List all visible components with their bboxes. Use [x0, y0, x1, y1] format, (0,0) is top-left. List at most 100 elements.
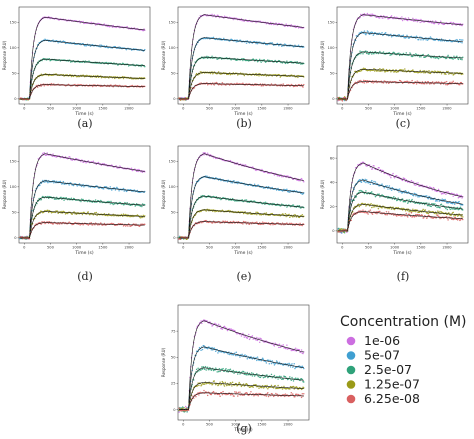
x-tick-label: 500 — [47, 246, 55, 250]
data-point — [364, 178, 366, 181]
data-point — [240, 18, 243, 20]
data-point — [301, 224, 304, 227]
data-point — [53, 181, 55, 184]
data-point — [411, 79, 413, 82]
y-tick-label: 60 — [330, 156, 335, 160]
data-point — [446, 208, 449, 211]
data-point — [105, 45, 108, 47]
data-point — [245, 199, 248, 201]
y-axis-label: Response (RU) — [161, 179, 166, 209]
data-point — [452, 208, 454, 210]
data-point — [235, 41, 238, 43]
data-point — [459, 58, 462, 61]
data-point — [459, 206, 462, 208]
data-point — [52, 39, 54, 41]
data-point — [52, 180, 54, 182]
data-point — [445, 57, 448, 59]
data-point — [416, 80, 419, 82]
data-point — [76, 185, 79, 187]
data-point — [110, 200, 112, 203]
data-point — [381, 32, 383, 34]
data-point — [282, 83, 284, 85]
y-tick-label: 0 — [14, 97, 17, 101]
data-point — [434, 22, 436, 24]
data-point — [258, 58, 261, 61]
data-point — [212, 36, 215, 39]
y-tick-label: 0 — [332, 97, 335, 101]
data-point — [378, 70, 380, 72]
data-point — [264, 203, 266, 205]
data-point — [273, 174, 276, 176]
data-point — [97, 74, 99, 77]
data-point — [126, 202, 128, 204]
panel-caption: (e) — [236, 270, 251, 283]
y-tick-label: 0 — [173, 97, 176, 101]
data-point — [374, 181, 377, 183]
data-point — [271, 42, 273, 44]
data-point — [406, 80, 409, 83]
x-tick-label: 1000 — [390, 246, 400, 250]
data-point — [69, 156, 71, 158]
y-tick-label: 150 — [169, 160, 177, 164]
y-tick-label: 50 — [12, 72, 17, 76]
data-point — [118, 46, 120, 48]
data-point — [440, 40, 442, 42]
x-tick-label: 0 — [182, 246, 185, 250]
data-point — [43, 181, 46, 183]
x-tick-label: 2000 — [283, 246, 293, 250]
data-point — [437, 188, 440, 191]
fit-line — [179, 37, 304, 100]
data-point — [445, 73, 447, 75]
data-point — [365, 52, 368, 55]
data-point — [401, 19, 404, 22]
data-point — [402, 69, 405, 71]
x-axis-label: Time (s) — [392, 250, 412, 256]
data-point — [278, 44, 280, 47]
data-point — [432, 56, 435, 59]
data-point — [270, 21, 272, 24]
data-point — [373, 165, 375, 167]
data-point — [102, 188, 105, 190]
data-point — [60, 196, 62, 199]
data-point — [401, 68, 403, 71]
data-point — [452, 80, 454, 82]
x-tick-label: 0 — [341, 246, 344, 250]
data-point — [452, 21, 454, 24]
data-point — [415, 184, 417, 186]
data-point — [265, 212, 268, 214]
data-point — [458, 196, 460, 199]
data-point — [417, 196, 419, 198]
data-point — [289, 191, 291, 193]
data-point — [373, 70, 376, 72]
data-point — [382, 51, 385, 53]
data-point — [90, 21, 92, 24]
data-point — [430, 56, 432, 59]
data-point — [55, 198, 57, 201]
data-point — [301, 214, 304, 216]
data-point — [359, 50, 361, 52]
data-point — [271, 221, 273, 224]
data-point — [122, 77, 125, 80]
data-point — [398, 188, 401, 190]
series-1e-06 — [178, 13, 305, 101]
y-tick-label: 0 — [173, 236, 176, 240]
data-point — [365, 33, 367, 36]
data-point — [139, 216, 142, 219]
data-point — [371, 179, 373, 182]
data-point — [365, 81, 368, 84]
data-point — [143, 28, 145, 30]
data-point — [211, 55, 213, 57]
data-point — [372, 82, 375, 84]
data-point — [461, 58, 463, 61]
fit-line — [179, 56, 304, 100]
data-point — [365, 181, 367, 184]
data-point — [95, 211, 98, 214]
data-point — [340, 228, 343, 230]
data-point — [195, 72, 198, 75]
data-point — [248, 223, 251, 225]
data-point — [456, 55, 458, 58]
data-point — [416, 20, 419, 23]
data-point — [363, 12, 366, 15]
